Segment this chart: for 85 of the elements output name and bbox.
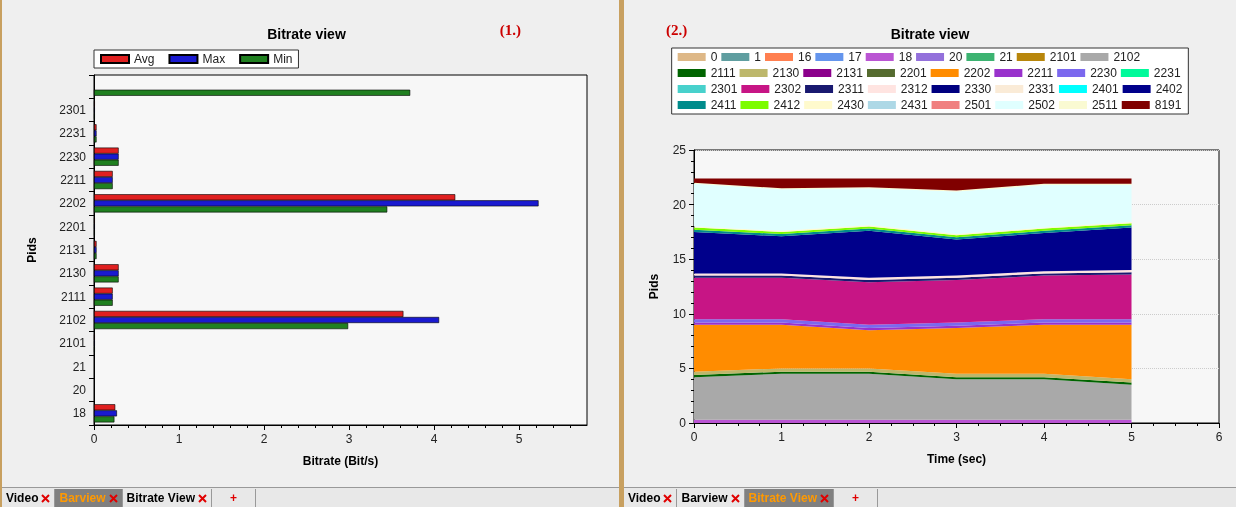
y-axis-title: Pids [25, 237, 39, 263]
text: + [229, 491, 237, 505]
legend-label: 2411 [710, 98, 737, 112]
legend-label: 2401 [1091, 82, 1119, 96]
legend-label: 16 [798, 50, 812, 64]
legend-label: 2412 [773, 98, 801, 112]
x-tick-label: 1 [778, 430, 786, 444]
y-tick-label: 2301 [59, 103, 87, 117]
x-axis-title: Time (sec) [926, 452, 987, 466]
chart-title: Bitrate view [267, 26, 346, 42]
y-tick-label: 5 [679, 361, 687, 376]
legend-label: 2202 [963, 66, 991, 80]
x-tick-label: 6 [1215, 430, 1223, 444]
x-tick-label: 3 [345, 432, 353, 446]
legend-label: 20 [949, 50, 963, 64]
legend-label: 2211 [1027, 66, 1054, 80]
legend-label: 2402 [1155, 82, 1183, 96]
x-tick-label: 4 [430, 432, 438, 446]
legend-label: 2130 [772, 66, 800, 80]
legend-label: 2131 [836, 66, 864, 80]
y-tick-label: 2201 [59, 219, 87, 234]
legend-label: 8191 [1154, 98, 1182, 112]
text: (1.) [499, 21, 522, 39]
x-tick-label: 5 [515, 432, 523, 446]
legend-label: 2302 [774, 82, 802, 96]
legend-label: 2201 [899, 66, 927, 80]
legend-label: 2101 [1049, 50, 1077, 64]
y-tick-label: 2101 [59, 336, 87, 351]
legend-label: 21 [999, 50, 1014, 64]
legend-label: 2230 [1090, 66, 1118, 80]
text: Video [6, 491, 39, 505]
y-tick-label: 2131 [59, 243, 87, 257]
text: Video [628, 491, 661, 505]
y-tick-label: 2230 [59, 149, 87, 164]
legend-label: 2430 [837, 98, 865, 112]
text: Barview [59, 491, 106, 505]
legend-label: Min [273, 52, 293, 66]
legend-label: 2102 [1113, 50, 1141, 64]
legend-label: 1 [754, 50, 762, 64]
legend-label: 2501 [964, 98, 992, 112]
y-tick-label: 2231 [59, 126, 87, 141]
y-tick-label: 2130 [59, 266, 87, 281]
y-tick-label: 18 [72, 406, 87, 421]
text: Bitrate View [126, 491, 195, 505]
x-tick-label: 1 [175, 432, 183, 446]
x-tick-label: 4 [1040, 430, 1048, 444]
legend-label: 2111 [710, 66, 736, 80]
legend-label: 2301 [710, 82, 738, 96]
text: Bitrate View [748, 491, 817, 505]
legend-label: 2312 [900, 82, 928, 96]
legend-label: 0 [710, 50, 718, 64]
legend-label: 2330 [964, 82, 992, 96]
y-tick-label: 2202 [59, 196, 87, 211]
x-tick-label: 5 [1128, 430, 1136, 444]
x-tick-label: 2 [260, 432, 268, 446]
text: (2.) [666, 21, 688, 39]
text: Barview [681, 491, 728, 505]
y-tick-label: 2111 [61, 289, 87, 304]
y-tick-label: 21 [72, 359, 87, 374]
x-axis-title: Bitrate (Bit/s) [302, 454, 379, 468]
legend-label: 2231 [1153, 66, 1181, 80]
legend-label: 2431 [900, 98, 928, 112]
x-tick-label: 2 [865, 430, 873, 444]
y-tick-label: 25 [672, 143, 687, 157]
legend-label: 18 [898, 50, 913, 64]
y-axis-title: Pids [647, 273, 661, 300]
x-tick-label: 3 [953, 430, 961, 444]
x-tick-label: 0 [690, 430, 698, 444]
legend-label: 2331 [1028, 82, 1056, 96]
y-tick-label: 10 [672, 306, 687, 321]
y-tick-label: 2102 [59, 313, 87, 327]
y-tick-label: 0 [679, 416, 687, 430]
x-tick-label: 0 [90, 432, 98, 446]
legend-label: 2502 [1028, 98, 1056, 112]
y-tick-label: 15 [672, 252, 687, 267]
chart-title: Bitrate view [890, 26, 970, 42]
y-tick-label: 2211 [60, 173, 87, 187]
legend-label: Avg [134, 52, 155, 66]
y-tick-label: 20 [72, 383, 87, 397]
legend-label: 17 [848, 50, 863, 64]
y-tick-label: 20 [672, 197, 687, 212]
legend-label: 2311 [838, 82, 865, 96]
legend-label: 2511 [1091, 98, 1119, 112]
text: + [851, 491, 859, 505]
legend-label: Max [202, 52, 226, 66]
